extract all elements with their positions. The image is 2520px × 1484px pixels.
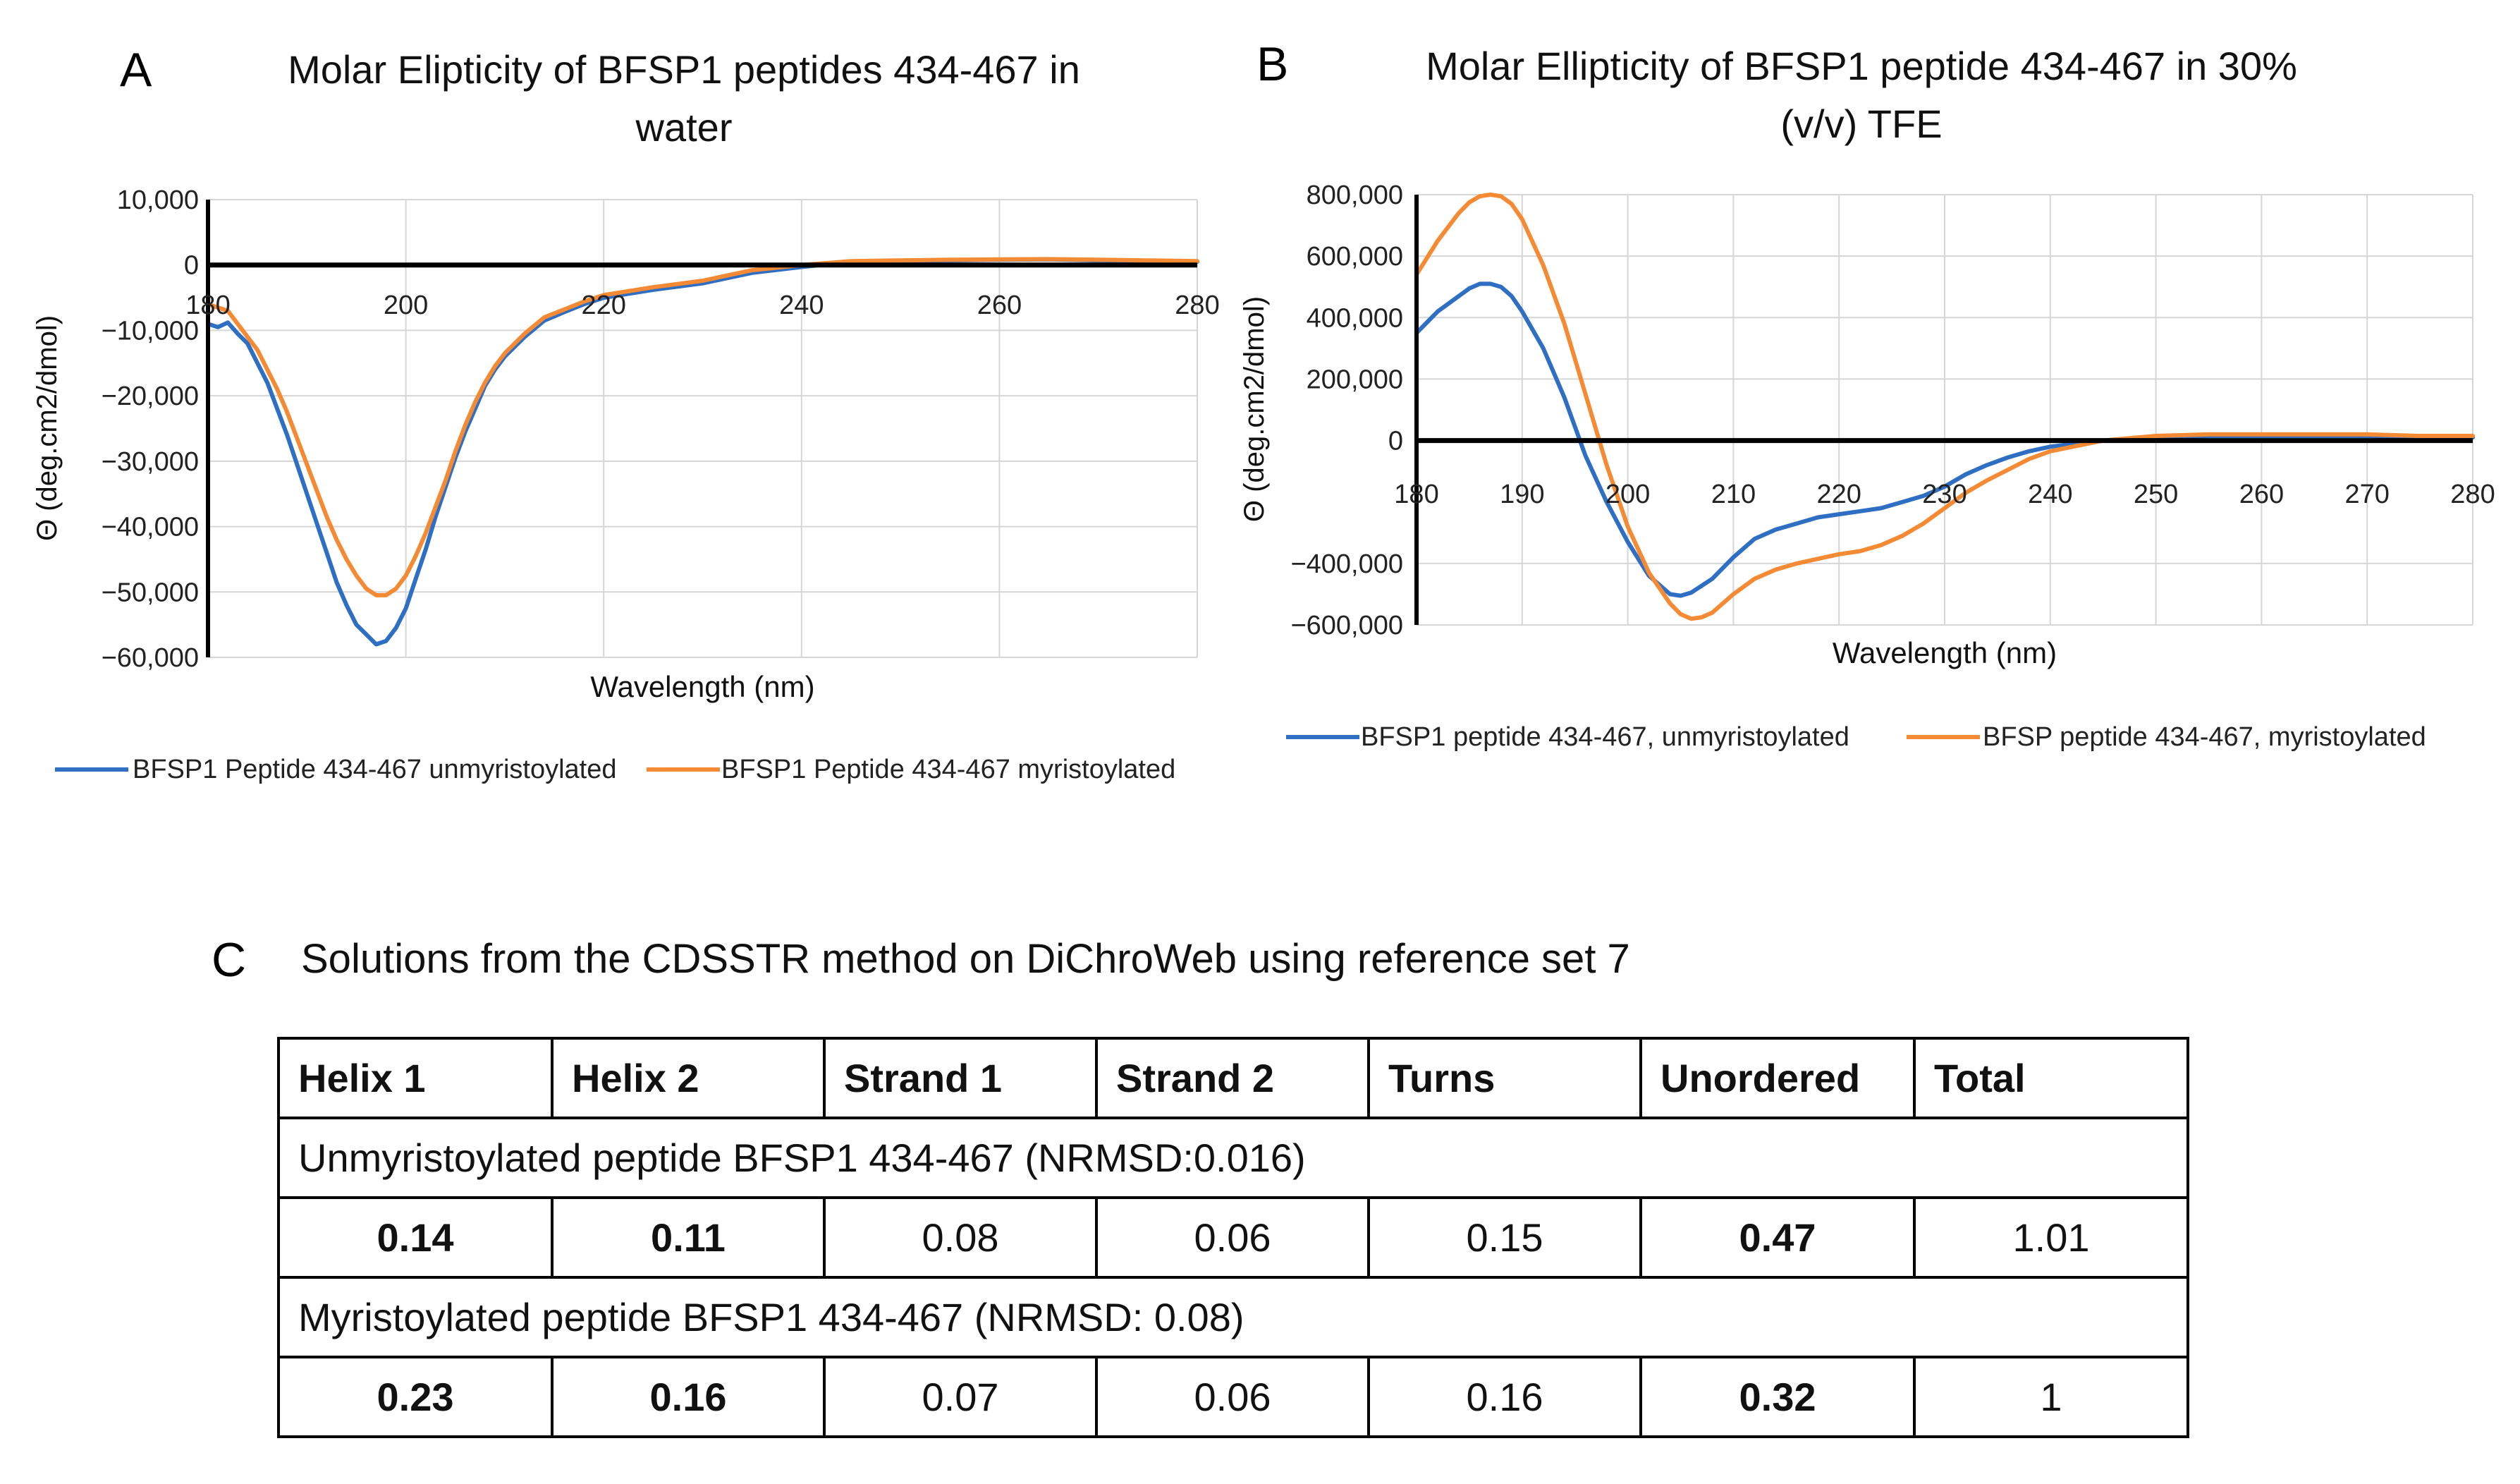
x-tick-label: 230	[1922, 480, 1967, 509]
x-tick-label: 190	[1500, 480, 1544, 509]
cell-total: 1.01	[1913, 1196, 2189, 1279]
x-tick-label: 250	[2134, 480, 2178, 509]
x-tick-label: 220	[581, 291, 625, 320]
header-turns: Turns	[1367, 1037, 1642, 1119]
y-tick-label: −10,000	[102, 316, 199, 346]
series-line-a-2	[206, 257, 1199, 597]
header-strand-2: Strand 2	[1095, 1037, 1370, 1119]
table-header-row: Helix 1 Helix 2 Strand 1 Strand 2 Turns …	[277, 1037, 2189, 1119]
x-axis-label: Wavelength (nm)	[590, 670, 814, 703]
y-tick-label: −20,000	[102, 382, 199, 411]
x-tick-label: 180	[1394, 480, 1438, 509]
header-helix-1: Helix 1	[277, 1037, 553, 1119]
x-tick-label: 220	[1816, 480, 1861, 509]
y-tick-label: 600,000	[1307, 242, 1403, 272]
header-strand-1: Strand 1	[823, 1037, 1098, 1119]
panel-c-label: C	[212, 933, 247, 987]
header-unordered: Unordered	[1639, 1037, 1916, 1119]
x-tick-label: 200	[1605, 480, 1650, 509]
y-tick-label: 0	[1388, 427, 1403, 456]
chart-title-b-line-2: (v/v) TFE	[1780, 102, 1942, 146]
header-helix-2: Helix 2	[551, 1037, 826, 1119]
y-axis-label: Θ (deg.cm2/dmol)	[1239, 296, 1270, 522]
x-tick-label: 210	[1711, 480, 1756, 509]
panel-b-label: B	[1256, 37, 1289, 91]
cell-helix-2: 0.11	[551, 1196, 826, 1279]
chart-title-a-line-1: Molar Elipticity of BFSP1 peptides 434-4…	[288, 47, 1080, 92]
table-caption: Solutions from the CDSSTR method on DiCh…	[301, 936, 1630, 982]
legend-label-b-1: BFSP1 peptide 434-467, unmyristoylated	[1361, 722, 1849, 752]
cell-helix-1: 0.23	[277, 1356, 553, 1438]
x-tick-label: 270	[2344, 480, 2389, 509]
cell-unordered: 0.47	[1639, 1196, 1916, 1279]
cell-strand-1: 0.07	[823, 1356, 1098, 1438]
x-tick-label: 180	[185, 291, 230, 320]
cell-strand-2: 0.06	[1095, 1196, 1370, 1279]
cell-unordered: 0.32	[1639, 1356, 1916, 1438]
table-row: 0.14 0.11 0.08 0.06 0.15 0.47 1.01	[277, 1196, 2189, 1279]
x-tick-label: 260	[977, 291, 1022, 320]
x-tick-label: 280	[1175, 291, 1219, 320]
cell-strand-2: 0.06	[1095, 1356, 1370, 1438]
cell-turns: 0.16	[1367, 1356, 1642, 1438]
section-unmyristoylated: Unmyristoylated peptide BFSP1 434-467 (N…	[277, 1117, 2189, 1199]
table-section-row: Unmyristoylated peptide BFSP1 434-467 (N…	[277, 1117, 2189, 1199]
charts-canvas: Molar Elipticity of BFSP1 peptides 434-4…	[32, 44, 2495, 784]
y-tick-label: −30,000	[102, 447, 199, 477]
x-tick-label: 200	[384, 291, 428, 320]
chart-title-b-line-1: Molar Ellipticity of BFSP1 peptide 434-4…	[1426, 44, 2297, 88]
table-section-row: Myristoylated peptide BFSP1 434-467 (NRM…	[277, 1276, 2189, 1358]
y-tick-label: −60,000	[102, 643, 199, 673]
legend-label-b-2: BFSP peptide 434-467, myristoylated	[1983, 722, 2426, 752]
x-tick-label: 260	[2239, 480, 2284, 509]
cell-total: 1	[1913, 1356, 2189, 1438]
y-axis-label: Θ (deg.cm2/dmol)	[32, 315, 63, 541]
section-myristoylated: Myristoylated peptide BFSP1 434-467 (NRM…	[277, 1276, 2189, 1358]
cell-strand-1: 0.08	[823, 1196, 1098, 1279]
legend-label-a-1: BFSP1 Peptide 434-467 unmyristoylated	[133, 755, 617, 784]
secondary-structure-table: Helix 1 Helix 2 Strand 1 Strand 2 Turns …	[277, 1037, 2189, 1438]
table-row: 0.23 0.16 0.07 0.06 0.16 0.32 1	[277, 1356, 2189, 1438]
cell-turns: 0.15	[1367, 1196, 1642, 1279]
y-tick-label: 0	[184, 251, 199, 281]
y-tick-label: 800,000	[1307, 181, 1403, 210]
y-tick-label: −40,000	[102, 513, 199, 542]
chart-title-a-line-2: water	[635, 105, 733, 150]
panel-a-label: A	[120, 43, 152, 97]
series-line-a-1	[206, 257, 1199, 647]
y-tick-label: 200,000	[1307, 365, 1403, 394]
y-tick-label: 10,000	[117, 186, 199, 215]
y-tick-label: −50,000	[102, 578, 199, 607]
header-total: Total	[1913, 1037, 2189, 1119]
y-tick-label: −600,000	[1290, 611, 1403, 640]
x-tick-label: 280	[2450, 480, 2495, 509]
x-tick-label: 240	[779, 291, 824, 320]
y-tick-label: 400,000	[1307, 303, 1403, 333]
cell-helix-2: 0.16	[551, 1356, 826, 1438]
cell-helix-1: 0.14	[277, 1196, 553, 1279]
x-axis-label: Wavelength (nm)	[1833, 636, 2057, 669]
y-tick-label: −400,000	[1290, 549, 1403, 579]
legend-label-a-2: BFSP1 Peptide 434-467 myristoylated	[721, 755, 1175, 784]
x-tick-label: 240	[2028, 480, 2072, 509]
